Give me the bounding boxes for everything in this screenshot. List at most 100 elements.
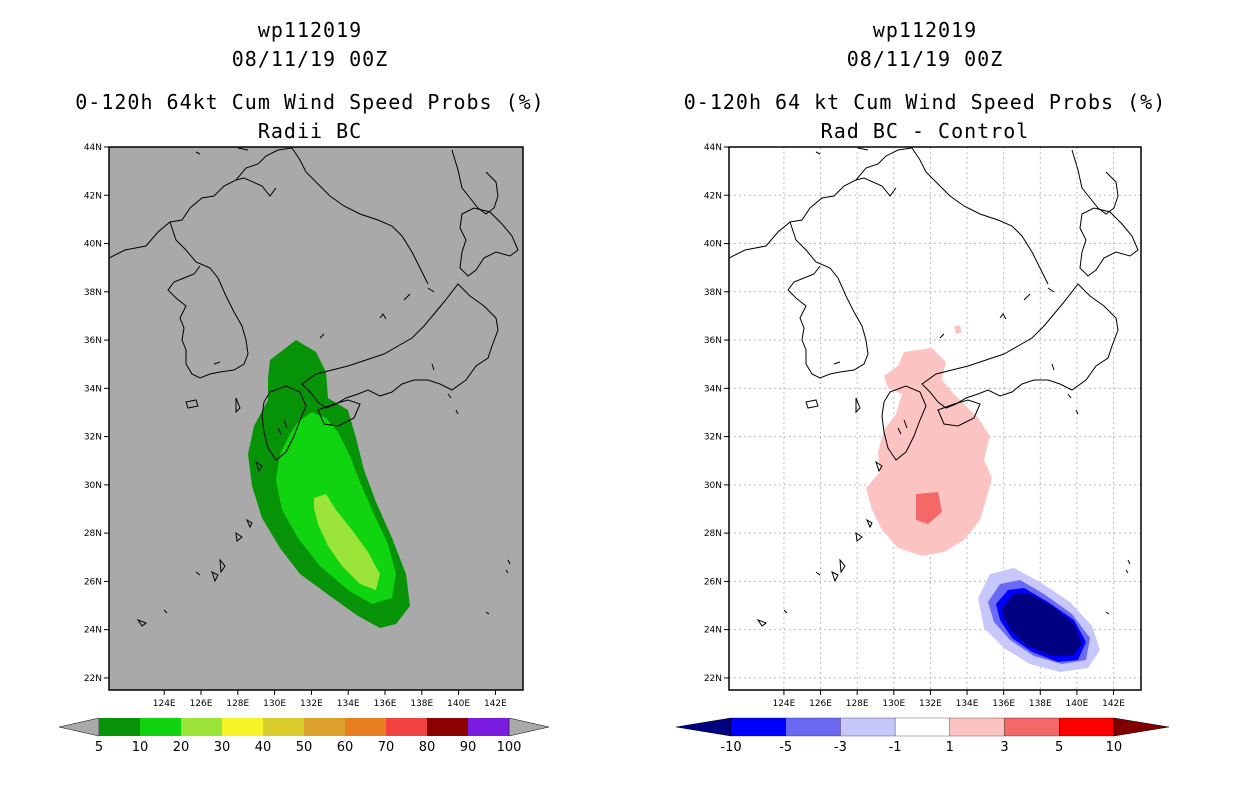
right-colorbar: -10 -5 -3 -1 1 3 5 10	[675, 717, 1169, 755]
left-lat-tick-label: 24N	[84, 626, 102, 636]
right-colorbar-label: 5	[1055, 740, 1063, 755]
right-contour-plus3	[916, 492, 942, 524]
left-lon-tick-label: 126E	[190, 699, 213, 709]
left-colorbar-label: 5	[95, 740, 103, 755]
right-colorbar-label: 3	[1000, 740, 1008, 755]
right-colorbar-label: 10	[1106, 740, 1123, 755]
right-lat-tick-label: 30N	[704, 481, 722, 491]
left-lat-tick-label: 40N	[84, 240, 102, 250]
right-panel-header: wp112019 08/11/19 00Z	[660, 16, 1190, 74]
right-colorbar-swatch	[894, 717, 950, 737]
right-lat-tick-label: 34N	[704, 384, 722, 394]
left-colorbar-label: 40	[255, 740, 272, 755]
right-colorbar-label: -1	[889, 740, 902, 755]
right-lon-axis: 124E 126E 128E 130E 132E 134E 136E 138E 140E 142E	[772, 690, 1125, 709]
left-colorbar-swatch	[427, 718, 468, 736]
left-colorbar-swatch	[140, 718, 181, 736]
right-lon-tick-label: 142E	[1102, 699, 1125, 709]
left-storm-id: wp112019	[257, 18, 363, 42]
right-lat-tick-label: 44N	[704, 143, 722, 153]
right-colorbar-swatch	[1059, 717, 1115, 737]
right-lat-tick-label: 26N	[704, 577, 722, 587]
right-colorbar-high-arrow	[1113, 717, 1169, 737]
right-colorbar-label: -10	[720, 740, 741, 755]
left-lon-tick-label: 138E	[410, 699, 433, 709]
left-contour-20pct	[314, 494, 380, 590]
left-lat-tick-label: 28N	[84, 529, 102, 539]
right-lon-tick-label: 140E	[1065, 699, 1088, 709]
right-colorbar-swatch	[730, 717, 786, 737]
left-colorbar-swatch	[222, 718, 263, 736]
left-colorbar-swatch	[386, 718, 427, 736]
left-map-panel: 22N 24N 26N 28N 30N 32N 34N 36N 38N 40N 42N 44N 124…	[84, 143, 524, 709]
right-colorbar-swatch	[949, 717, 1005, 737]
left-colorbar-label: 50	[296, 740, 313, 755]
right-colorbar-swatch	[785, 717, 841, 737]
left-subtitle: Radii BC	[257, 119, 363, 143]
left-colorbar-label: 20	[173, 740, 190, 755]
left-lon-tick-label: 136E	[374, 699, 397, 709]
right-lat-axis: 22N 24N 26N 28N 30N 32N 34N 36N 38N 40N 42N 44N	[704, 143, 729, 684]
right-contour-plus1	[866, 348, 992, 556]
left-lat-tick-label: 36N	[84, 336, 102, 346]
left-colorbar: 5 10 20 30 40 50 60 70 80 90 100	[58, 717, 550, 755]
right-lon-tick-label: 124E	[772, 699, 795, 709]
left-colorbar-low-arrow	[58, 717, 100, 737]
right-lat-tick-label: 32N	[704, 433, 722, 443]
right-map-panel: 22N 24N 26N 28N 30N 32N 34N 36N 38N 40N 42N 44N 124…	[704, 143, 1142, 709]
left-lat-tick-label: 34N	[84, 384, 102, 394]
right-lon-tick-label: 138E	[1029, 699, 1052, 709]
left-colorbar-swatch	[304, 718, 345, 736]
left-lon-tick-label: 128E	[226, 699, 249, 709]
right-colorbar-label: 1	[946, 740, 954, 755]
left-lon-tick-label: 132E	[300, 699, 323, 709]
left-date: 08/11/19 00Z	[231, 47, 389, 71]
left-colorbar-swatch	[99, 718, 140, 736]
left-lat-tick-label: 44N	[84, 143, 102, 153]
left-lon-tick-label: 142E	[484, 699, 507, 709]
left-lat-tick-label: 42N	[84, 191, 102, 201]
right-colorbar-swatch	[840, 717, 896, 737]
right-date: 08/11/19 00Z	[846, 47, 1004, 71]
left-colorbar-label: 10	[132, 740, 149, 755]
right-colorbar-low-arrow	[675, 717, 732, 737]
left-panel-header: wp112019 08/11/19 00Z	[60, 16, 560, 74]
right-contour-minus10	[1002, 594, 1082, 656]
right-map-frame	[728, 146, 1142, 691]
left-lat-axis: 22N 24N 26N 28N 30N 32N 34N 36N 38N 40N 42N 44N	[84, 143, 109, 684]
left-colorbar-swatch	[263, 718, 304, 736]
right-lon-tick-label: 128E	[846, 699, 869, 709]
left-lat-tick-label: 26N	[84, 577, 102, 587]
left-lon-axis: 124E 126E 128E 130E 132E 134E 136E 138E 140E 142E	[153, 690, 507, 709]
left-map-frame	[108, 146, 524, 691]
right-lon-tick-label: 126E	[809, 699, 832, 709]
left-colorbar-swatch	[181, 718, 222, 736]
left-lat-tick-label: 22N	[84, 674, 102, 684]
left-colorbar-label: 100	[497, 740, 522, 755]
left-lat-tick-label: 38N	[84, 288, 102, 298]
left-colorbar-label: 70	[378, 740, 395, 755]
left-product-title: 0-120h 64kt Cum Wind Speed Probs (%)	[75, 90, 545, 114]
right-contour-plus1-small	[954, 326, 962, 334]
right-product-title: 0-120h 64 kt Cum Wind Speed Probs (%)	[683, 90, 1167, 114]
right-lon-tick-label: 130E	[882, 699, 905, 709]
left-colorbar-swatch	[345, 718, 386, 736]
right-colorbar-label: -5	[779, 740, 792, 755]
right-difference-contours	[866, 326, 1100, 672]
left-colorbar-label: 30	[214, 740, 231, 755]
right-panel-titles: 0-120h 64 kt Cum Wind Speed Probs (%) Ra…	[660, 88, 1190, 146]
left-lat-tick-label: 30N	[84, 481, 102, 491]
left-colorbar-label: 80	[419, 740, 436, 755]
right-colorbar-swatch	[1004, 717, 1060, 737]
right-lat-tick-label: 42N	[704, 191, 722, 201]
right-lat-tick-label: 40N	[704, 240, 722, 250]
left-lon-tick-label: 124E	[153, 699, 176, 709]
left-colorbar-label: 60	[337, 740, 354, 755]
right-colorbar-label: -3	[834, 740, 847, 755]
right-lat-tick-label: 36N	[704, 336, 722, 346]
right-lon-tick-label: 132E	[919, 699, 942, 709]
right-lon-tick-label: 134E	[956, 699, 979, 709]
right-lat-tick-label: 28N	[704, 529, 722, 539]
right-lat-tick-label: 22N	[704, 674, 722, 684]
